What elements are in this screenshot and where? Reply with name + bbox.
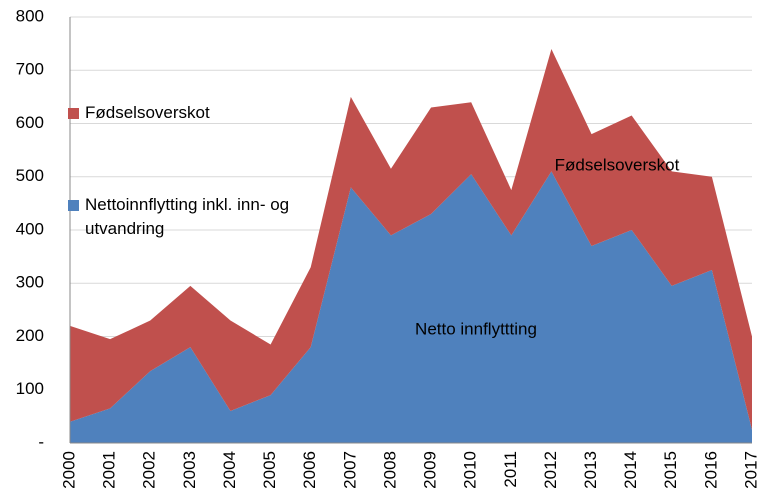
- x-tick-label: 2004: [220, 451, 239, 489]
- x-tick-label: 2014: [621, 451, 640, 489]
- x-tick-label: 2007: [340, 451, 359, 489]
- y-tick-label: 300: [16, 273, 44, 292]
- y-tick-label: 700: [16, 60, 44, 79]
- y-tick-label: -: [38, 432, 44, 451]
- x-tick-label: 2009: [421, 451, 440, 489]
- x-tick-label: 2010: [461, 451, 480, 489]
- y-tick-label: 600: [16, 113, 44, 132]
- x-tick-label: 2016: [701, 451, 720, 489]
- annotation: Fødselsoverskot: [555, 155, 680, 174]
- y-tick-label: 200: [16, 326, 44, 345]
- y-tick-label: 800: [16, 6, 44, 25]
- x-tick-label: 2012: [541, 451, 560, 489]
- x-tick-label: 2006: [300, 451, 319, 489]
- y-tick-label: 100: [16, 379, 44, 398]
- x-tick-label: 2005: [260, 451, 279, 489]
- x-tick-label: 2015: [661, 451, 680, 489]
- annotation: Netto innflyttting: [415, 319, 537, 338]
- legend-swatch: [68, 108, 79, 119]
- x-tick-label: 2000: [59, 451, 78, 489]
- y-tick-label: 500: [16, 166, 44, 185]
- legend-label: Nettoinnflytting inkl. inn- og utvandrin…: [85, 195, 290, 238]
- x-tick-label: 2011: [501, 451, 520, 488]
- x-tick-label: 2002: [140, 451, 159, 489]
- area: [70, 171, 752, 444]
- area: [70, 48, 752, 430]
- legend-label: Fødselsoverskot: [85, 103, 210, 122]
- x-tick-label: 2001: [100, 451, 119, 489]
- x-tick-label: 2008: [380, 451, 399, 489]
- x-tick-label: 2003: [180, 451, 199, 489]
- legend-swatch: [68, 200, 79, 211]
- x-tick-label: 2017: [741, 451, 757, 489]
- x-tick-label: 2013: [581, 451, 600, 489]
- y-tick-label: 400: [16, 219, 44, 238]
